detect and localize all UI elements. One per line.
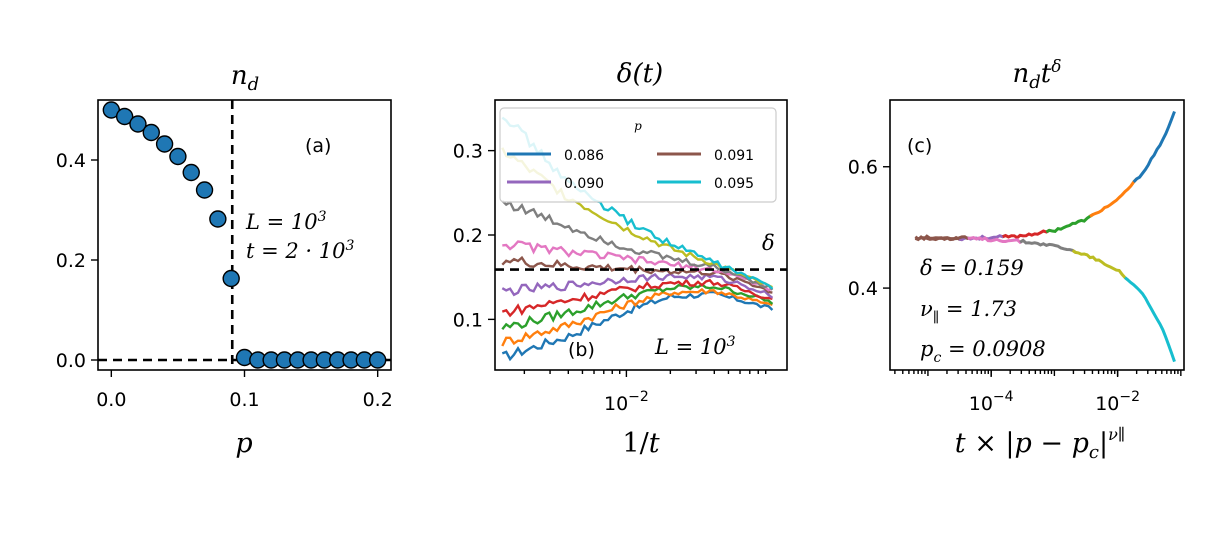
panel-c-label: (c) xyxy=(907,135,932,157)
panel-c-collapse-segment xyxy=(914,235,971,242)
panel-a-point xyxy=(195,181,214,199)
panel-a-xtick-label: 0.0 xyxy=(96,389,126,411)
panel-a-point xyxy=(169,147,187,166)
panel-a-point xyxy=(129,115,147,133)
panel-b-xtick-exponent: −2 xyxy=(628,389,649,405)
panel-c-annotation-pc: pc = 0.0908 xyxy=(920,337,1046,366)
panel-b-xtick-label: 10−2 xyxy=(604,389,649,415)
legend-box xyxy=(499,107,777,203)
panel-b-series-line xyxy=(502,240,773,292)
panel-c-collapse-segment xyxy=(1132,110,1176,184)
panel-a-xlabel: p xyxy=(235,428,252,459)
panel-b-annotation-L: L = 103 xyxy=(654,334,736,359)
panel-a-point xyxy=(115,107,134,126)
panel-a-ytick-label: 0.0 xyxy=(56,350,86,372)
panel-c-xtick-label: 10−2 xyxy=(1095,389,1140,415)
panel-c-collapse-segment xyxy=(967,236,1024,245)
panel-c-plot-area xyxy=(914,110,1176,363)
panel-c-collapse-segment xyxy=(1124,276,1176,363)
panel-a-annotation-L: L = 103 xyxy=(245,209,327,234)
panel-b-series-line xyxy=(501,272,774,299)
panel-a-xtick-label: 0.1 xyxy=(229,389,259,411)
panel-b-series-line xyxy=(501,290,774,362)
panel-a-point xyxy=(368,351,387,369)
panel-a-ticks: 0.0 0.1 0.2 0.0 0.2 0.4 xyxy=(56,150,393,411)
panel-a-point xyxy=(222,269,240,288)
panel-a-frame xyxy=(97,99,392,371)
panel-a-annotation-t: t = 2 · 103 xyxy=(246,238,355,263)
panel-b-series-line xyxy=(501,283,774,330)
panel-b-series-line xyxy=(501,287,773,347)
legend-label-2: 0.090 xyxy=(564,176,604,192)
panel-b-ytick-label: 0.2 xyxy=(453,225,483,247)
panel-a-ytick-label: 0.4 xyxy=(56,150,86,172)
panel-c-frame xyxy=(889,99,1185,371)
panel-c-ticks: 0.4 0.6 10−4 10−2 xyxy=(848,157,1182,415)
panel-c-ytick-label: 0.6 xyxy=(848,157,878,179)
panel-b-ytick-label: 0.3 xyxy=(453,141,483,163)
panel-a-ytick-label: 0.2 xyxy=(56,250,86,272)
panel-c-collapse-segment xyxy=(1071,249,1129,282)
panel-c-xtick-exponent: −2 xyxy=(1119,389,1140,405)
legend-label-3: 0.095 xyxy=(714,176,754,192)
panel-a-point xyxy=(155,135,174,153)
legend-title: p xyxy=(634,119,642,133)
panel-c-xlabel: t × |p − pc|ν∥ xyxy=(955,425,1125,463)
panel-c-annotation-nu: ν∥ = 1.73 xyxy=(920,297,1017,326)
panel-b-hline-label: δ xyxy=(762,231,775,255)
panel-b-ticks: 0.1 0.2 0.3 10−2 xyxy=(453,141,767,415)
panel-c: ndtδ 0.4 0.6 10−4 10−2 (c) δ = 0.159 ν∥ = 1… xyxy=(848,57,1185,463)
panel-c-xtick-label: 10−4 xyxy=(969,389,1014,415)
panel-c-ytick-label: 0.4 xyxy=(848,278,878,300)
panel-b-label: (b) xyxy=(568,339,595,361)
panel-a-label: (a) xyxy=(305,135,331,157)
panel-c-collapse-segment xyxy=(1002,229,1051,240)
panel-c-collapse-segment xyxy=(1089,177,1138,218)
panel-c-collapse-segment xyxy=(1019,238,1077,254)
legend-label-1: 0.091 xyxy=(714,148,754,164)
panel-a-point xyxy=(209,210,227,228)
panel-b-series-line xyxy=(501,278,773,318)
legend-label-0: 0.086 xyxy=(564,148,604,164)
panel-c-collapse-segment xyxy=(1045,213,1094,234)
panel-b-legend: p 0.086 0.091 0.090 0.095 xyxy=(499,107,777,203)
panel-a: nd 0.0 0.1 0.2 0.0 0.2 0.4 (a) L = 103 t = 2 … xyxy=(56,61,393,459)
panel-a-plot-area xyxy=(98,100,391,370)
panel-a-xtick-label: 0.2 xyxy=(363,389,393,411)
panel-c-xtick-exponent: −4 xyxy=(993,389,1014,405)
panel-a-point xyxy=(182,163,200,182)
panel-c-title: ndtδ xyxy=(1013,57,1062,93)
panel-b-series-line xyxy=(501,199,774,291)
panel-a-point xyxy=(142,123,160,142)
panel-b-xlabel: 1/t xyxy=(622,428,659,459)
panel-b: δ(t) 0.1 0.2 0.3 10−2 p 0.086 0.091 0.090 0… xyxy=(453,59,788,459)
panel-b-ytick-label: 0.1 xyxy=(453,309,483,331)
panel-c-annotation-delta: δ = 0.159 xyxy=(920,256,1024,280)
panel-a-title: nd xyxy=(231,61,259,95)
panel-b-title: δ(t) xyxy=(617,59,663,89)
